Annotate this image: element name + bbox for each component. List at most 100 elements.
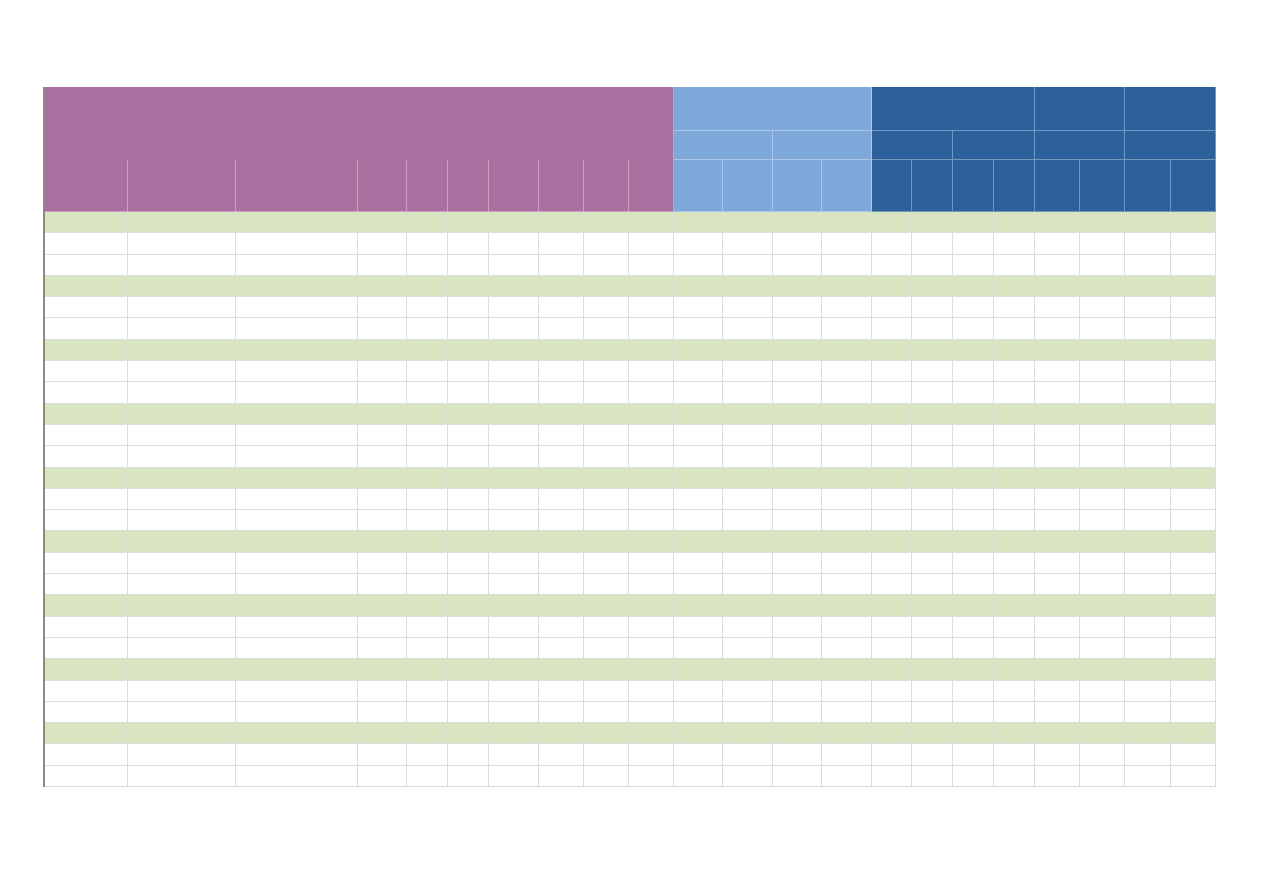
table-cell[interactable] [45, 637, 128, 660]
table-cell[interactable] [448, 701, 489, 724]
table-cell[interactable] [448, 254, 489, 276]
table-cell[interactable] [45, 339, 128, 362]
table-cell[interactable] [872, 659, 912, 681]
table-cell[interactable] [1125, 659, 1171, 681]
table-cell[interactable] [584, 574, 629, 596]
table-cell[interactable] [407, 552, 448, 575]
table-cell[interactable] [584, 233, 629, 255]
table-cell[interactable] [629, 616, 674, 638]
column-header[interactable] [358, 160, 407, 212]
table-cell[interactable] [723, 723, 773, 745]
table-cell[interactable] [953, 510, 994, 532]
table-cell[interactable] [1125, 488, 1171, 511]
table-cell[interactable] [912, 446, 953, 468]
table-cell[interactable] [358, 723, 407, 745]
table-cell[interactable] [1080, 382, 1125, 404]
table-cell[interactable] [674, 403, 723, 425]
table-cell[interactable] [584, 744, 629, 766]
table-cell[interactable] [953, 765, 994, 787]
table-cell[interactable] [539, 637, 584, 660]
table-cell[interactable] [448, 616, 489, 638]
table-cell[interactable] [358, 339, 407, 362]
table-cell[interactable] [45, 297, 128, 319]
table-cell[interactable] [1171, 659, 1216, 681]
table-cell[interactable] [1035, 616, 1080, 638]
column-header[interactable] [723, 160, 773, 212]
table-cell[interactable] [407, 574, 448, 596]
table-cell[interactable] [358, 701, 407, 724]
table-cell[interactable] [953, 574, 994, 596]
table-cell[interactable] [1035, 680, 1080, 702]
table-cell[interactable] [128, 595, 236, 617]
table-cell[interactable] [1035, 510, 1080, 532]
table-cell[interactable] [994, 382, 1035, 404]
table-cell[interactable] [953, 424, 994, 447]
table-cell[interactable] [45, 382, 128, 404]
table-cell[interactable] [723, 531, 773, 553]
column-header[interactable] [1035, 160, 1080, 212]
table-cell[interactable] [674, 701, 723, 724]
table-cell[interactable] [629, 595, 674, 617]
table-cell[interactable] [1171, 637, 1216, 660]
table-cell[interactable] [674, 574, 723, 596]
table-cell[interactable] [674, 744, 723, 766]
table-cell[interactable] [872, 275, 912, 298]
table-cell[interactable] [822, 723, 872, 745]
table-cell[interactable] [1080, 275, 1125, 298]
table-cell[interactable] [448, 744, 489, 766]
table-cell[interactable] [822, 467, 872, 489]
table-cell[interactable] [912, 467, 953, 489]
table-cell[interactable] [1171, 467, 1216, 489]
table-cell[interactable] [773, 403, 822, 425]
table-cell[interactable] [674, 488, 723, 511]
table-cell[interactable] [723, 488, 773, 511]
table-cell[interactable] [1125, 510, 1171, 532]
table-cell[interactable] [489, 701, 539, 724]
table-cell[interactable] [539, 382, 584, 404]
table-cell[interactable] [448, 723, 489, 745]
table-cell[interactable] [953, 254, 994, 276]
table-cell[interactable] [358, 297, 407, 319]
table-cell[interactable] [773, 680, 822, 702]
table-cell[interactable] [45, 680, 128, 702]
table-cell[interactable] [407, 339, 448, 362]
table-cell[interactable] [872, 424, 912, 447]
table-cell[interactable] [1125, 382, 1171, 404]
table-cell[interactable] [128, 552, 236, 575]
column-header[interactable] [912, 160, 953, 212]
header-group-c-3[interactable] [1125, 87, 1216, 131]
table-cell[interactable] [912, 637, 953, 660]
table-cell[interactable] [45, 212, 128, 234]
table-cell[interactable] [539, 616, 584, 638]
table-cell[interactable] [1080, 297, 1125, 319]
column-header[interactable] [407, 160, 448, 212]
table-cell[interactable] [1080, 680, 1125, 702]
column-header[interactable] [236, 160, 358, 212]
table-cell[interactable] [358, 424, 407, 447]
table-cell[interactable] [128, 382, 236, 404]
table-cell[interactable] [448, 361, 489, 383]
table-cell[interactable] [236, 680, 358, 702]
column-header[interactable] [1125, 160, 1171, 212]
table-cell[interactable] [1125, 744, 1171, 766]
table-cell[interactable] [407, 424, 448, 447]
table-cell[interactable] [489, 723, 539, 745]
table-cell[interactable] [1035, 233, 1080, 255]
table-cell[interactable] [236, 595, 358, 617]
table-cell[interactable] [994, 531, 1035, 553]
table-cell[interactable] [128, 446, 236, 468]
table-cell[interactable] [1035, 403, 1080, 425]
table-cell[interactable] [128, 659, 236, 681]
table-cell[interactable] [407, 467, 448, 489]
table-cell[interactable] [723, 212, 773, 234]
table-cell[interactable] [236, 339, 358, 362]
table-cell[interactable] [407, 212, 448, 234]
header-group-c-1[interactable] [872, 87, 1035, 131]
table-cell[interactable] [539, 765, 584, 787]
table-cell[interactable] [822, 212, 872, 234]
table-cell[interactable] [822, 595, 872, 617]
table-cell[interactable] [489, 361, 539, 383]
table-cell[interactable] [236, 659, 358, 681]
table-cell[interactable] [629, 488, 674, 511]
table-cell[interactable] [236, 510, 358, 532]
